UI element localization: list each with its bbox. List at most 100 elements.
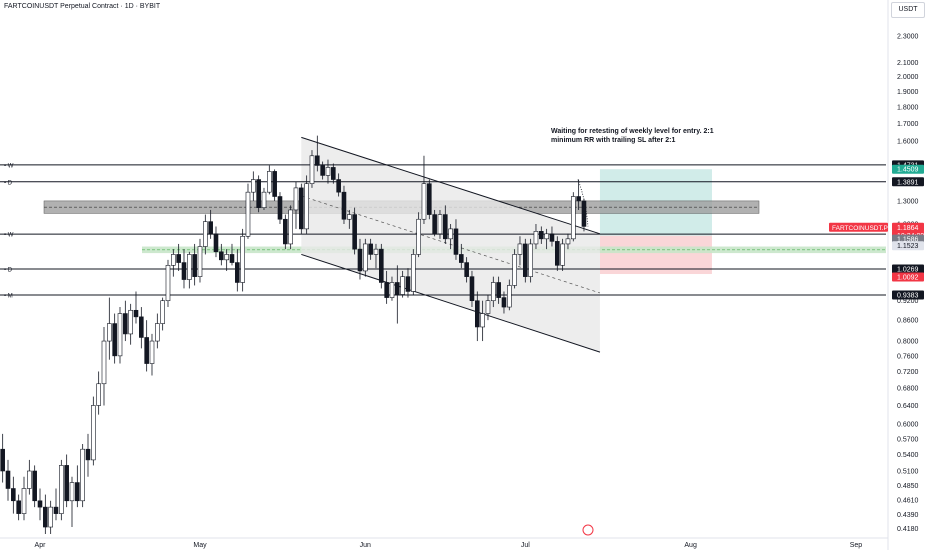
candle-body: [469, 276, 475, 302]
y-tick-label: 2.1000: [897, 60, 919, 67]
price-label: 1.1586: [897, 237, 919, 244]
candle-body: [560, 243, 565, 266]
price-label: 1.0092: [897, 275, 919, 282]
candle-body: [197, 246, 203, 277]
candle-body: [352, 214, 357, 250]
y-tick-label: 2.0000: [897, 74, 919, 81]
note-line-2: minimum RR with trailing SL after 2:1: [551, 137, 676, 144]
candle-body: [421, 183, 427, 220]
currency-button[interactable]: USDT: [891, 2, 925, 18]
candle-body: [245, 191, 251, 237]
candle-body: [261, 191, 267, 208]
price-label-bg: [892, 272, 924, 282]
candle-body: [251, 179, 256, 193]
candle-body: [11, 488, 16, 502]
price-axis: 2.3000 2.1000 2.0000 1.9000 1.8000 1.7000 1.60…: [887, 0, 919, 550]
candle-body: [437, 214, 443, 235]
channel-lower-line: [301, 253, 601, 353]
candle-body: [80, 448, 85, 502]
candle-body: [432, 214, 437, 235]
candle-body: [384, 282, 389, 298]
symbol-tag-bg: [829, 222, 888, 232]
candle-body: [363, 243, 368, 272]
price-label-bg: [892, 264, 924, 274]
y-tick-label: 1.8000: [897, 104, 919, 111]
price-label: 1.4509: [897, 167, 919, 174]
level-tag: • D: [4, 180, 13, 186]
candle-body: [325, 167, 331, 176]
candle-body: [501, 297, 507, 308]
price-label: 1.0269: [897, 266, 919, 273]
candle-body: [240, 236, 245, 283]
candle-body: [277, 196, 283, 220]
y-tick-label: 0.5700: [897, 436, 919, 443]
event-icon: [582, 524, 594, 536]
y-tick-label: 0.4850: [897, 483, 919, 490]
price-label-bg: [892, 164, 924, 174]
y-tick-label: 0.9200: [897, 298, 919, 305]
candle-body: [235, 262, 240, 283]
candle-body: [203, 221, 208, 247]
price-label: 0.9383: [897, 293, 919, 300]
candle-body: [272, 171, 277, 197]
x-tick-label: Jul: [521, 542, 530, 549]
candle-body: [181, 262, 187, 280]
projection-path: [577, 179, 589, 227]
y-tick-label: 0.6800: [897, 385, 919, 392]
candle-body: [165, 265, 171, 302]
candle-body: [192, 254, 197, 277]
candle-body: [416, 218, 421, 255]
candle-body: [528, 243, 533, 277]
loss-zone: [599, 235, 712, 275]
x-tick-label: May: [193, 542, 207, 549]
note-annotation[interactable]: Waiting for retesting of weekly level fo…: [551, 127, 714, 145]
x-tick-label: Aug: [684, 542, 697, 549]
candle-body: [117, 313, 123, 357]
level-tag: • W: [4, 233, 14, 239]
y-tick-label: 1.7000: [897, 121, 919, 128]
candle-body: [347, 214, 352, 220]
candle-body: [53, 506, 59, 514]
y-tick-label: 0.8000: [897, 339, 919, 346]
x-tick-label: Sep: [850, 542, 863, 549]
candle-body: [395, 282, 400, 295]
y-tick-label: 0.7600: [897, 353, 919, 360]
y-tick-label: 0.5100: [897, 469, 919, 476]
candle-body: [144, 337, 149, 364]
candle-body: [411, 254, 416, 292]
candle-body: [555, 241, 560, 266]
candle-body: [160, 300, 165, 324]
candle-body: [379, 248, 384, 283]
candle-body: [171, 254, 176, 266]
candle-body: [149, 340, 155, 364]
time-axis: Apr May Jun Jul Aug Sep: [0, 524, 888, 549]
candle-body: [427, 183, 432, 215]
candle-body: [539, 231, 544, 240]
candle-body: [400, 276, 405, 295]
level-tag: • W: [4, 163, 14, 169]
candle-body: [64, 465, 69, 502]
candle-body: [128, 309, 133, 335]
candle-body: [373, 248, 379, 255]
candle-body: [496, 282, 501, 298]
price-label-bg: [892, 177, 924, 187]
candle-body: [176, 254, 181, 263]
candle-body: [288, 209, 293, 245]
candle-body: [320, 165, 325, 176]
candle-body: [570, 196, 576, 240]
y-tick-label: 0.6400: [897, 403, 919, 410]
candle-body: [0, 448, 5, 472]
candle-body: [341, 191, 347, 220]
candle-body: [576, 196, 581, 202]
candle-body: [512, 254, 517, 286]
candle-body: [549, 233, 555, 242]
candle-body: [544, 233, 549, 240]
candle-body: [155, 323, 160, 342]
price-labels-layer: 1.47311.45091.38911.186410:34:091.15861.…: [829, 160, 924, 300]
candle-body: [43, 506, 48, 528]
candle-body: [336, 179, 341, 193]
candle-body: [480, 313, 485, 328]
y-tick-label: 0.7200: [897, 369, 919, 376]
